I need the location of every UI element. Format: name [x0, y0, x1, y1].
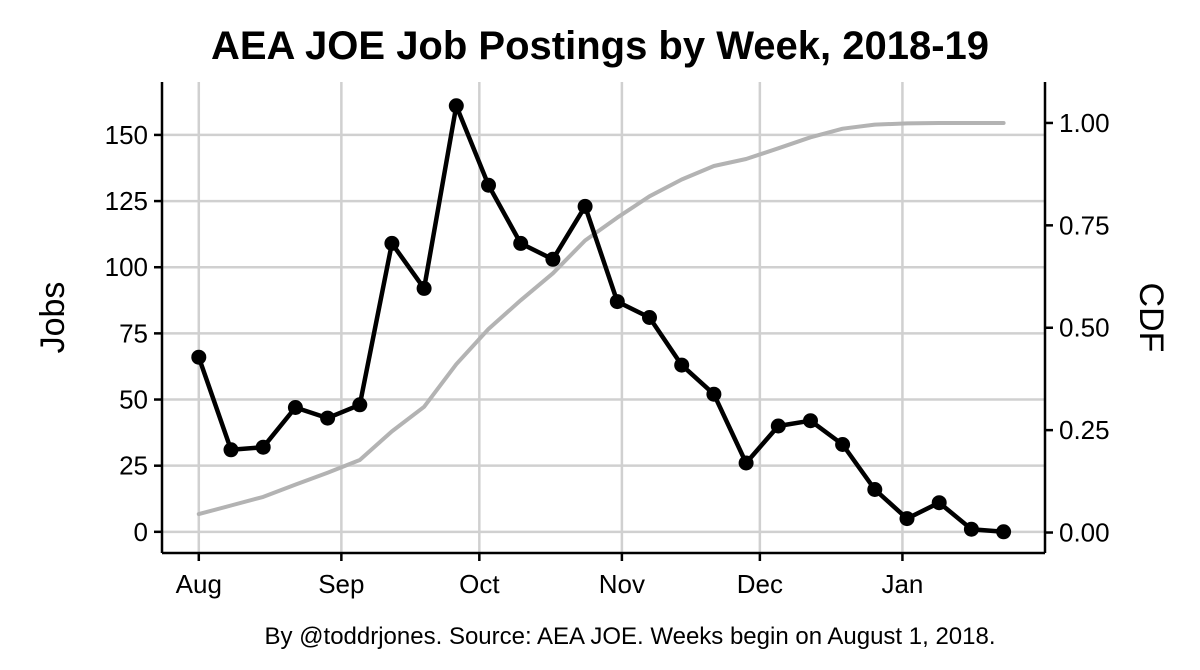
- jobs-point: [674, 357, 690, 373]
- jobs-point: [867, 482, 883, 497]
- y-tick-label: 50: [119, 385, 148, 415]
- jobs-point: [996, 524, 1012, 540]
- jobs-line: [196, 103, 1006, 535]
- x-tick-label: Sep: [318, 569, 364, 599]
- jobs-point: [803, 413, 818, 429]
- jobs-point: [835, 437, 851, 452]
- jobs-point: [642, 310, 657, 325]
- jobs-point: [706, 386, 722, 402]
- jobs-point: [963, 521, 979, 537]
- cdf-line: [196, 121, 1006, 517]
- y-tick-label: 150: [105, 120, 148, 150]
- axes: 0 25 50 75 100 125 150 0.00 0.25 0.50 0.75 1.00 Aug S…: [105, 82, 1110, 599]
- y-tick-label: 100: [105, 252, 148, 282]
- x-tick-label: Oct: [459, 569, 500, 599]
- cdf-series: [196, 121, 1006, 517]
- jobs-point: [513, 235, 529, 251]
- jobs-point: [191, 349, 207, 365]
- jobs-point: [448, 98, 464, 114]
- y-axis-title: Jobs: [34, 282, 72, 354]
- jobs-point: [320, 410, 336, 426]
- jobs-point: [609, 294, 625, 310]
- y2-axis-title: CDF: [1132, 283, 1170, 353]
- x-tick-label: Nov: [599, 569, 645, 599]
- jobs-point: [352, 397, 368, 413]
- jobs-point: [416, 280, 432, 296]
- y2-tick-label: 0.75: [1059, 210, 1110, 240]
- y2-tick-label: 0.25: [1059, 415, 1110, 445]
- chart-title: AEA JOE Job Postings by Week, 2018-19: [211, 24, 989, 68]
- grid: [162, 82, 1045, 553]
- jobs-point: [223, 442, 239, 458]
- y-tick-label: 125: [105, 186, 148, 216]
- y-tick-label: 25: [119, 451, 148, 481]
- y-tick-label: 0: [134, 517, 148, 547]
- y2-tick-label: 0.50: [1059, 313, 1110, 343]
- y2-tick-label: 1.00: [1059, 108, 1110, 138]
- jobs-point: [577, 198, 593, 214]
- jobs-point: [931, 495, 947, 511]
- jobs-point: [738, 455, 754, 471]
- x-tick-label: Jan: [881, 569, 923, 599]
- jobs-series: [191, 98, 1012, 540]
- y-tick-label: 75: [119, 318, 148, 348]
- jobs-point: [899, 511, 915, 527]
- x-tick-label: Dec: [737, 569, 783, 599]
- jobs-point: [255, 439, 271, 455]
- jobs-point: [481, 177, 496, 193]
- jobs-point: [384, 235, 400, 251]
- jobs-point: [545, 251, 561, 267]
- x-tick-label: Aug: [176, 569, 222, 599]
- jobs-point: [770, 418, 786, 434]
- caption: By @toddrjones. Source: AEA JOE. Weeks b…: [264, 623, 995, 650]
- y2-tick-label: 0.00: [1059, 518, 1110, 548]
- jobs-point: [287, 400, 303, 415]
